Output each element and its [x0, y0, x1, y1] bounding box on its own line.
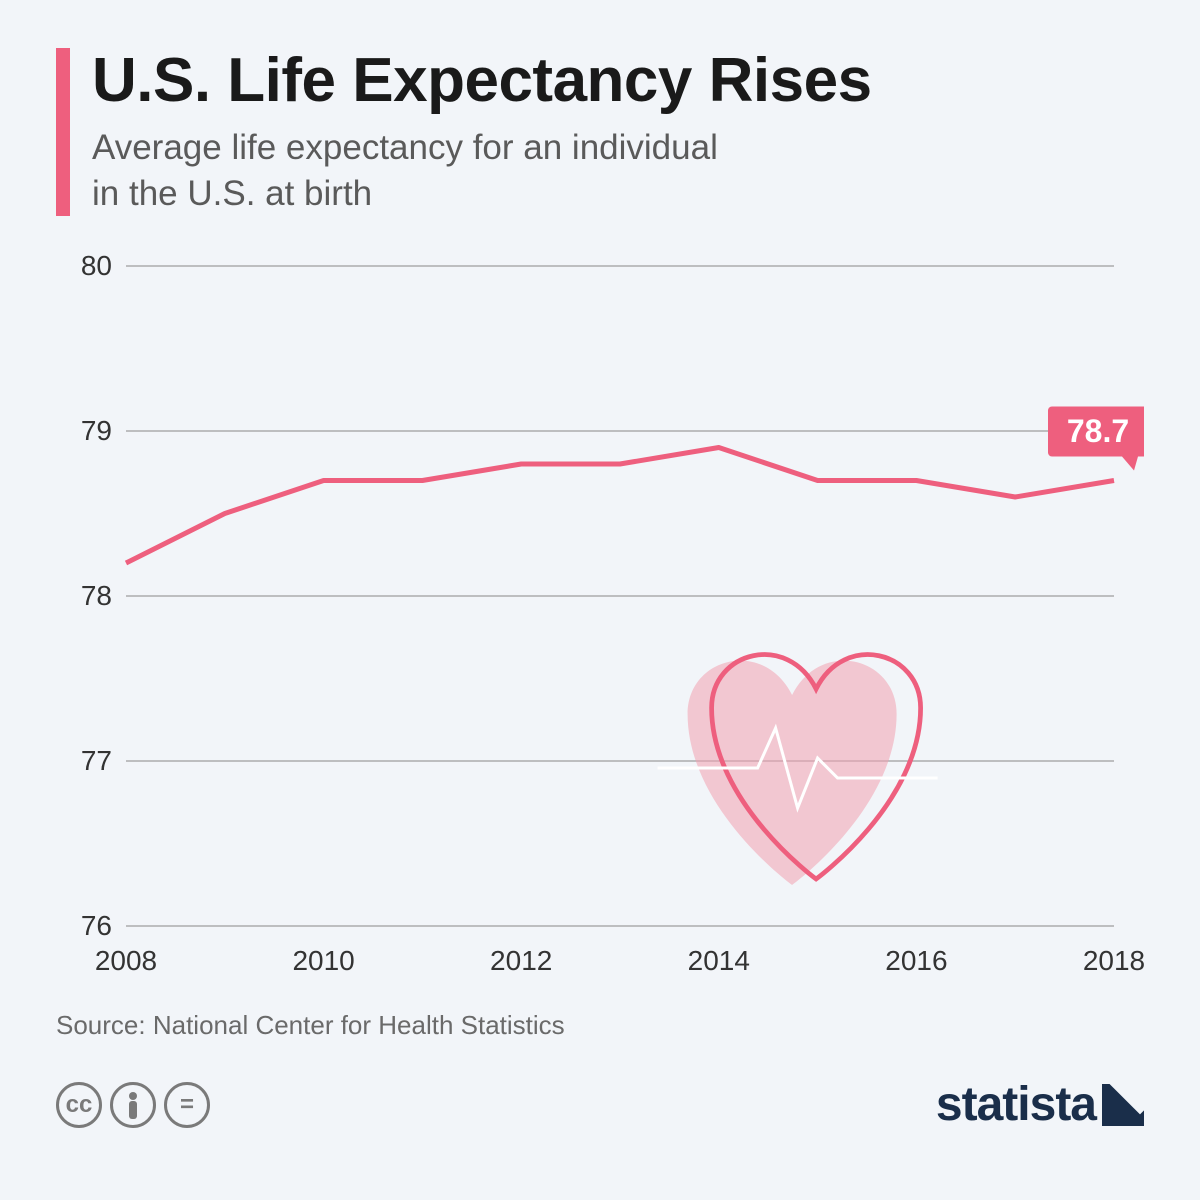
svg-text:2016: 2016	[885, 945, 947, 976]
logo-text: statista	[936, 1077, 1096, 1132]
line-chart: 76 77 78 79 80 2008 2010 2012 2014 2016 2018 78.7	[56, 246, 1144, 986]
accent-bar	[56, 48, 70, 216]
cc-noderivs-icon: =	[164, 1082, 210, 1128]
svg-text:79: 79	[81, 415, 112, 446]
cc-license-icon: cc	[56, 1082, 102, 1128]
source-attribution: Source: National Center for Health Stati…	[56, 1010, 1144, 1041]
svg-text:80: 80	[81, 250, 112, 281]
chart-subtitle: Average life expectancy for an individua…	[92, 125, 872, 216]
statista-logo: statista	[936, 1077, 1144, 1132]
logo-mark-icon	[1102, 1084, 1144, 1126]
chart-header: U.S. Life Expectancy Rises Average life …	[56, 48, 1144, 216]
svg-text:2018: 2018	[1083, 945, 1144, 976]
svg-text:2010: 2010	[292, 945, 354, 976]
footer: cc = statista	[56, 1077, 1144, 1132]
header-text: U.S. Life Expectancy Rises Average life …	[92, 48, 872, 216]
svg-text:2008: 2008	[95, 945, 157, 976]
svg-text:2014: 2014	[688, 945, 750, 976]
svg-text:78: 78	[81, 580, 112, 611]
cc-attribution-icon	[110, 1082, 156, 1128]
svg-text:76: 76	[81, 910, 112, 941]
license-icons: cc =	[56, 1082, 210, 1128]
svg-text:77: 77	[81, 745, 112, 776]
chart-container: 76 77 78 79 80 2008 2010 2012 2014 2016 2018 78.7	[56, 246, 1144, 986]
svg-text:78.7: 78.7	[1067, 413, 1129, 449]
svg-text:2012: 2012	[490, 945, 552, 976]
chart-title: U.S. Life Expectancy Rises	[92, 48, 872, 113]
